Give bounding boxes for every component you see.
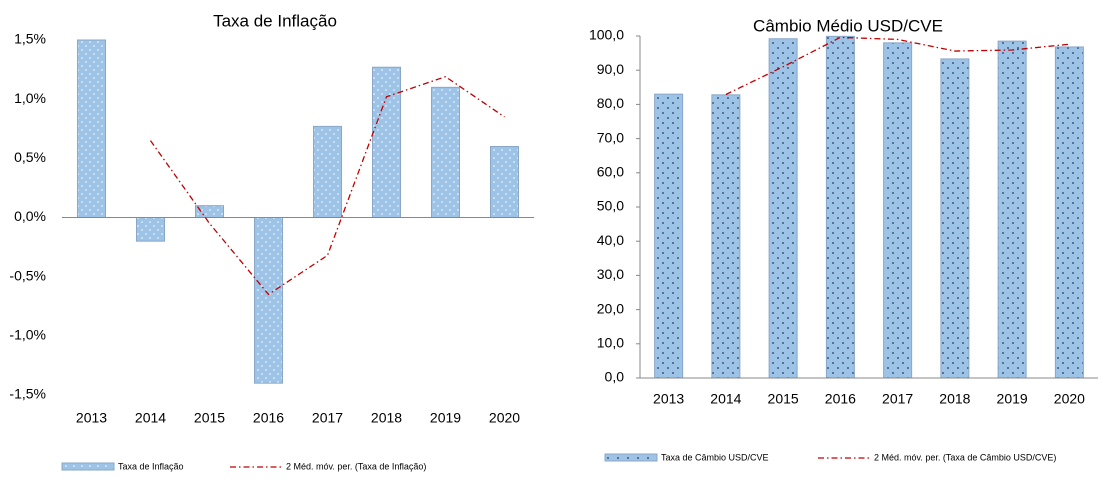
x-tick-label: 2015 (194, 410, 225, 426)
y-tick-label: 1,5% (14, 31, 46, 47)
x-tick-label: 2016 (825, 391, 856, 407)
bar (940, 58, 970, 379)
legend-swatch (61, 462, 115, 471)
bar (136, 217, 165, 242)
bar (654, 93, 684, 379)
x-tick-label: 2016 (253, 410, 284, 426)
moving-average-line (725, 36, 1070, 96)
y-tick-label: 40,0 (597, 232, 624, 248)
y-tick-label: -0,5% (9, 267, 46, 283)
x-tick-label: 2019 (997, 391, 1028, 407)
x-tick-label: 2018 (939, 391, 970, 407)
bar (883, 42, 913, 379)
y-tick-label: 30,0 (597, 266, 624, 282)
x-tick-label: 2014 (135, 410, 166, 426)
y-tick-label: -1,5% (9, 386, 46, 402)
bar (997, 40, 1027, 379)
y-tick-label: 10,0 (597, 335, 624, 351)
bar (490, 146, 519, 218)
y-tick-label: 0,0% (14, 208, 46, 224)
y-tick-label: 60,0 (597, 164, 624, 180)
x-tick-label: 2013 (653, 391, 684, 407)
y-tick-label: 80,0 (597, 95, 624, 111)
y-tick-label: 50,0 (597, 198, 624, 214)
legend-label: Taxa de Câmbio USD/CVE (661, 452, 769, 462)
y-tick-label: 90,0 (597, 61, 624, 77)
x-tick-label: 2017 (882, 391, 913, 407)
y-tick-label: 100,0 (589, 27, 624, 43)
x-tick-label: 2017 (312, 410, 343, 426)
bar (768, 38, 798, 379)
bar (254, 217, 283, 384)
bar (431, 86, 460, 219)
y-tick-label: 1,0% (14, 90, 46, 106)
legend-swatch (604, 453, 658, 462)
bar (313, 125, 342, 218)
bar (1054, 46, 1084, 379)
y-tick-label: -1,0% (9, 327, 46, 343)
legend-label: 2 Méd. móv. per. (Taxa de Câmbio USD/CVE… (874, 452, 1056, 462)
chart-title: Taxa de Inflação (213, 11, 337, 30)
bar (372, 66, 401, 219)
chart-title: Câmbio Médio USD/CVE (753, 16, 943, 35)
bar (711, 94, 741, 379)
legend-label: Taxa de Inflação (118, 461, 184, 471)
x-tick-label: 2014 (710, 391, 741, 407)
x-tick-label: 2019 (430, 410, 461, 426)
x-tick-label: 2020 (489, 410, 520, 426)
y-tick-label: 0,0 (605, 369, 625, 385)
bar (195, 205, 224, 219)
bar (825, 35, 855, 379)
y-tick-label: 0,5% (14, 149, 46, 165)
x-tick-label: 2018 (371, 410, 402, 426)
x-tick-label: 2015 (768, 391, 799, 407)
moving-average-line (149, 75, 505, 296)
legend-label: 2 Méd. móv. per. (Taxa de Inflação) (286, 461, 426, 471)
x-tick-label: 2020 (1054, 391, 1085, 407)
x-tick-label: 2013 (76, 410, 107, 426)
y-tick-label: 20,0 (597, 300, 624, 316)
bar (77, 39, 106, 218)
y-tick-label: 70,0 (597, 129, 624, 145)
